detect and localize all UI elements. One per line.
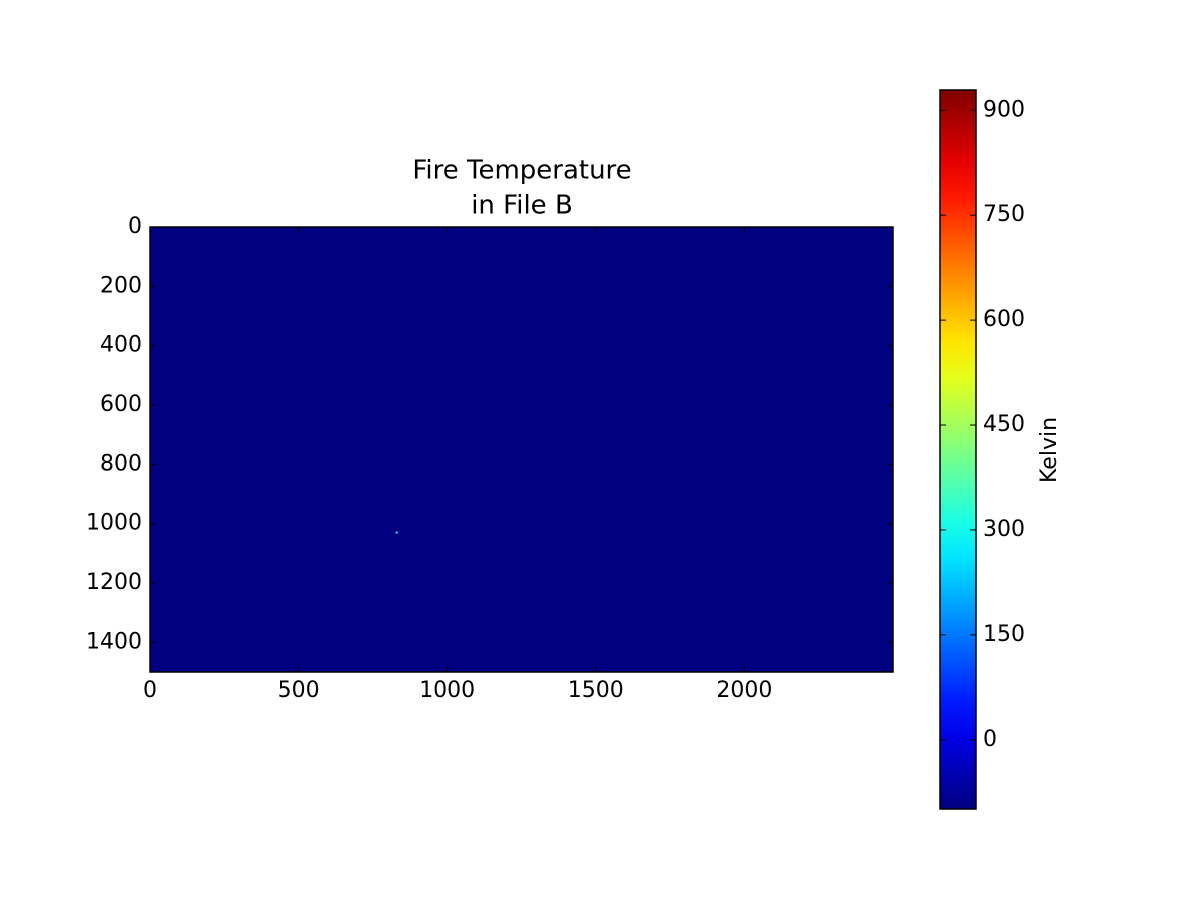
colorbar-tick-label: 450 xyxy=(983,412,1025,437)
colorbar-tick-label: 600 xyxy=(983,307,1025,332)
colorbar-label: Kelvin xyxy=(1037,417,1062,483)
colorbar-tick-label: 750 xyxy=(983,202,1025,227)
colorbar-tick-label: 900 xyxy=(983,97,1025,122)
y-tick-label: 1000 xyxy=(86,511,142,536)
y-tick-label: 1400 xyxy=(86,629,142,654)
x-tick-label: 0 xyxy=(143,678,157,703)
colorbar-tick-label: 300 xyxy=(983,517,1025,542)
colorbar-tick-label: 150 xyxy=(983,622,1025,647)
colorbar-tick-label: 0 xyxy=(983,727,997,752)
y-tick-label: 200 xyxy=(100,273,142,298)
x-tick-label: 1000 xyxy=(419,678,475,703)
x-tick-label: 1500 xyxy=(568,678,624,703)
y-tick-label: 0 xyxy=(128,214,142,239)
heatmap-cell xyxy=(395,531,398,534)
colorbar xyxy=(939,89,977,810)
y-tick-label: 600 xyxy=(100,392,142,417)
y-tick-label: 800 xyxy=(100,451,142,476)
chart-title: in File B xyxy=(471,191,573,221)
chart-title: Fire Temperature xyxy=(412,156,631,186)
heatmap-background xyxy=(150,227,893,672)
axes-frame xyxy=(149,226,894,673)
y-tick-label: 400 xyxy=(100,333,142,358)
x-tick-label: 500 xyxy=(278,678,320,703)
y-tick-label: 1200 xyxy=(86,570,142,595)
x-tick-label: 2000 xyxy=(716,678,772,703)
